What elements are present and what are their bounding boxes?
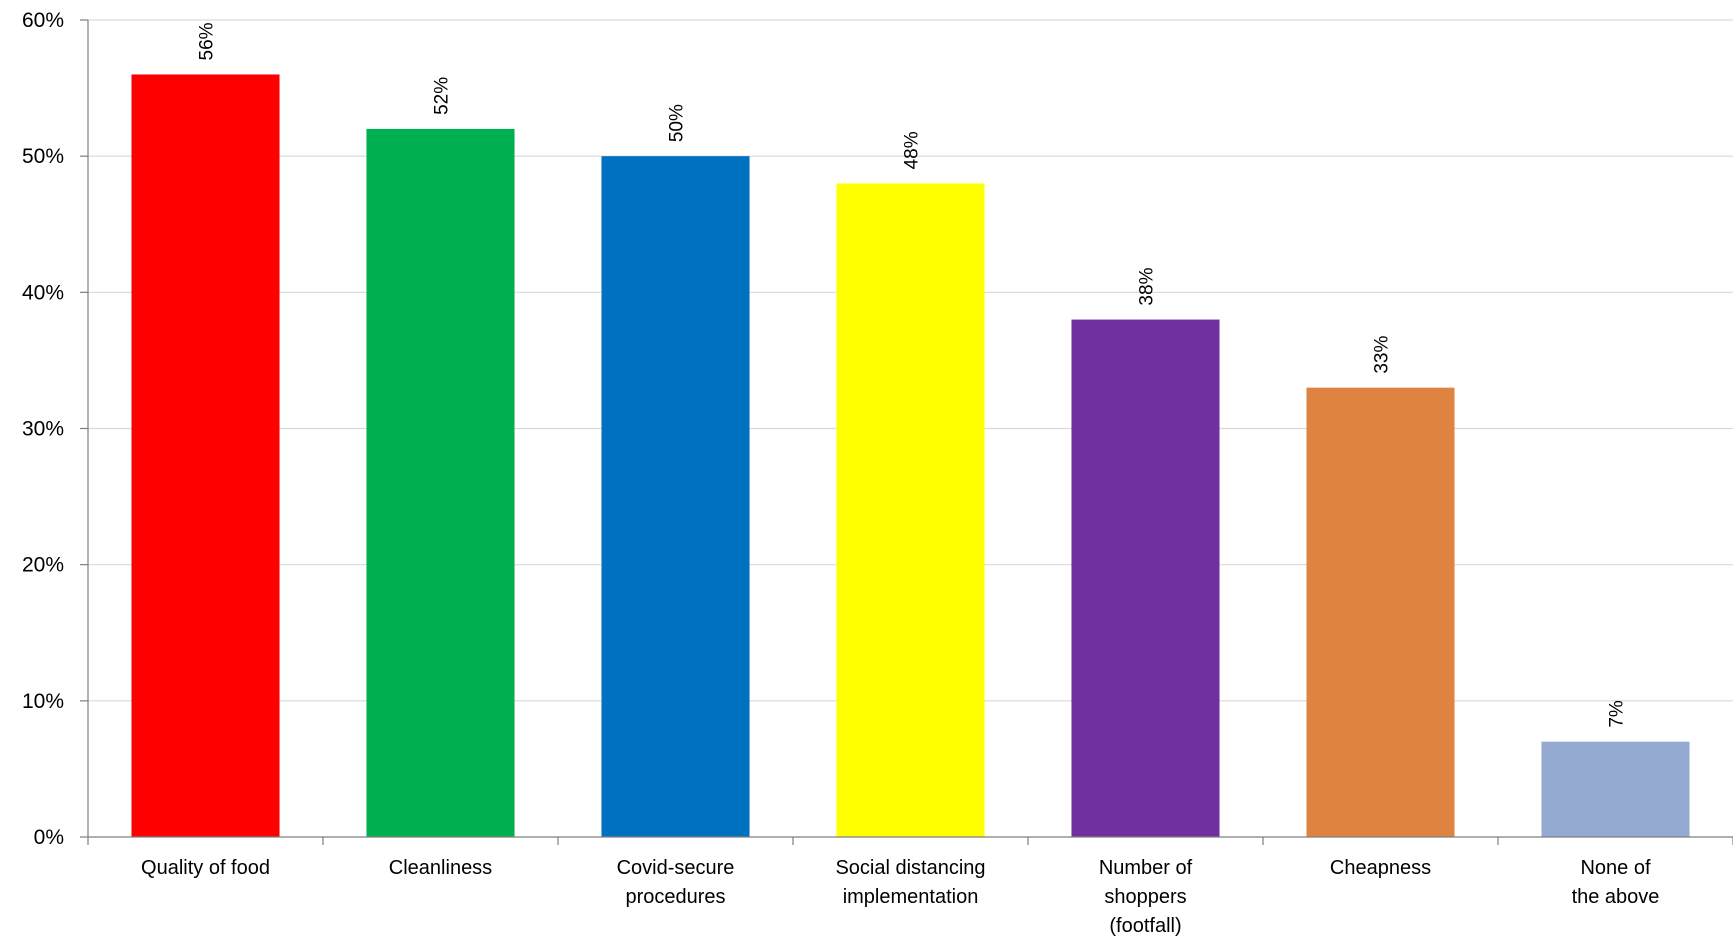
bar <box>1306 387 1455 837</box>
labels: 0% 10% 20% 30% 40% 50% 60% 56% Quality of food 52… <box>22 9 1659 937</box>
bar <box>131 74 280 837</box>
category-label-line: shoppers <box>1104 886 1186 908</box>
category-label: Quality of food <box>141 857 270 879</box>
category-label-line: Cleanliness <box>389 857 492 879</box>
data-label: 33% <box>1372 336 1393 374</box>
category-label: Number of shoppers (footfall) <box>1099 857 1193 937</box>
category-label: Cheapness <box>1330 857 1431 879</box>
category-label-line: None of <box>1580 857 1650 879</box>
bar <box>1071 319 1220 838</box>
category-label-line: Covid-secure <box>617 857 735 879</box>
axes <box>80 19 1733 845</box>
y-tick-label: 60% <box>22 9 64 32</box>
category-label-line: Quality of food <box>141 857 270 879</box>
bar <box>836 183 985 837</box>
data-label: 48% <box>902 131 923 169</box>
category-label-line: procedures <box>625 886 725 908</box>
category-label: None of the above <box>1572 857 1660 908</box>
category-label-line: Social distancing <box>835 857 985 879</box>
category-label-line: Cheapness <box>1330 857 1431 879</box>
category-label-line: (footfall) <box>1109 915 1181 937</box>
y-tick-label: 10% <box>22 690 64 713</box>
category-label: Cleanliness <box>389 857 492 879</box>
bar <box>1541 741 1690 837</box>
category-label: Covid-secure procedures <box>617 857 735 908</box>
category-label-line: implementation <box>843 886 979 908</box>
category-label-line: Number of <box>1099 857 1193 879</box>
y-tick-label: 50% <box>22 145 64 168</box>
y-tick-label: 40% <box>22 281 64 304</box>
data-label: 50% <box>667 104 688 142</box>
y-tick-label: 20% <box>22 554 64 577</box>
bar <box>601 156 750 837</box>
category-label: Social distancing implementation <box>835 857 985 908</box>
bar <box>366 128 515 837</box>
y-tick-label: 0% <box>34 826 64 849</box>
data-label: 56% <box>197 22 218 60</box>
data-label: 7% <box>1607 700 1628 728</box>
bars <box>131 74 1690 838</box>
y-tick-label: 30% <box>22 418 64 441</box>
data-label: 52% <box>432 77 453 115</box>
data-label: 38% <box>1137 267 1158 305</box>
category-label-line: the above <box>1572 886 1660 908</box>
